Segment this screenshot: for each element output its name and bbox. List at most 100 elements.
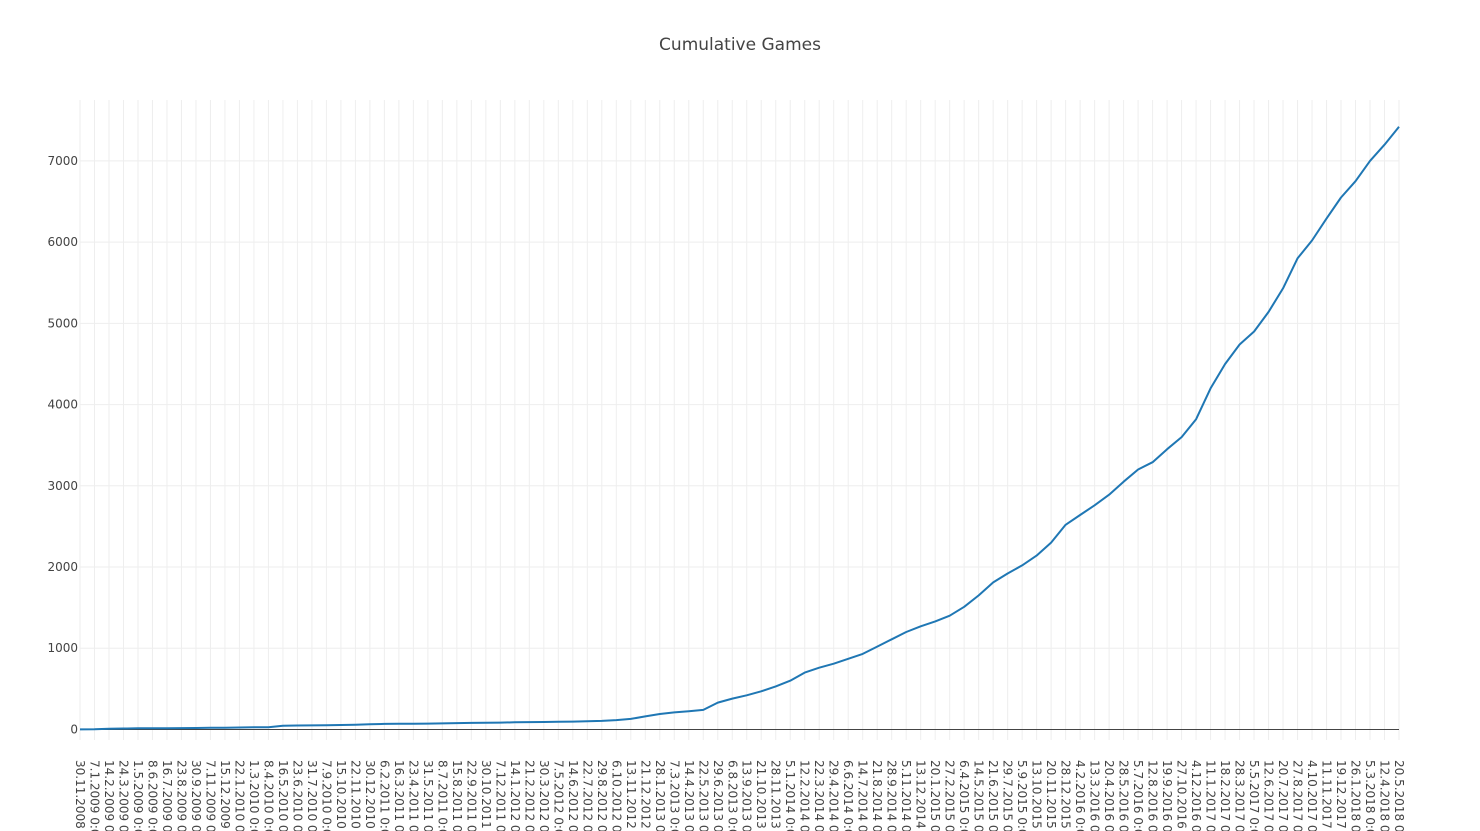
x-tick-label: 4.12.2016 0:00	[1189, 760, 1203, 831]
x-tick-label: 20.1.2015 0:00	[928, 760, 942, 831]
x-tick-label: 14.1.2012 0:00	[508, 760, 522, 831]
x-tick-label: 29.4.2014 0:00	[827, 760, 841, 831]
x-tick-label: 27.2.2015 0:00	[943, 760, 957, 831]
x-tick-label: 4.10.2017 0:00	[1305, 760, 1319, 831]
x-tick-label: 5.7.2016 0:00	[1131, 760, 1145, 831]
chart-title: Cumulative Games	[659, 35, 821, 55]
x-tick-label: 21.2.2012 0:00	[522, 760, 536, 831]
x-tick-label: 30.3.2012 0:00	[537, 760, 551, 831]
x-tick-label: 29.8.2012 0:00	[595, 760, 609, 831]
x-tick-label: 21.6.2015 0:00	[986, 760, 1000, 831]
x-tick-label: 30.12.2010 0:00	[363, 760, 377, 831]
series-line	[79, 126, 1400, 731]
x-tick-label: 22.1.2010 0:00	[232, 760, 246, 831]
x-tick-label: 6.6.2014 0:00	[841, 760, 855, 831]
x-tick-label: 23.8.2009 0:00	[174, 760, 188, 831]
y-tick-label: 3000	[47, 479, 78, 493]
x-tick-label: 14.5.2015 0:00	[972, 760, 986, 831]
x-tick-label: 11.11.2017 0:00	[1320, 760, 1334, 831]
x-tick-label: 7.9.2010 0:00	[319, 760, 333, 831]
x-tick-label: 13.11.2012 0:00	[624, 760, 638, 831]
x-tick-label: 18.2.2017 0:00	[1218, 760, 1232, 831]
x-tick-label: 8.6.2009 0:00	[145, 760, 159, 831]
x-tick-label: 22.11.2010 0:00	[348, 760, 362, 831]
x-tick-label: 19.12.2017 0:00	[1334, 760, 1348, 831]
x-tick-label: 13.10.2015 0:00	[1030, 760, 1044, 831]
x-tick-label: 22.9.2011 0:00	[464, 760, 478, 831]
x-tick-label: 7.11.2009 0:00	[203, 760, 217, 831]
x-tick-label: 8.4.2010 0:00	[261, 760, 275, 831]
y-tick-label: 4000	[47, 398, 78, 412]
x-tick-label: 7.5.2012 0:00	[551, 760, 565, 831]
x-tick-label: 20.7.2017 0:00	[1276, 760, 1290, 831]
x-tick-label: 12.8.2016 0:00	[1146, 760, 1160, 831]
x-tick-label: 12.4.2018 0:00	[1378, 760, 1392, 831]
x-tick-label: 31.5.2011 0:00	[421, 760, 435, 831]
x-tick-label: 30.10.2011 0:00	[479, 760, 493, 831]
x-grid-lines	[79, 100, 1400, 740]
x-tick-label: 14.4.2013 0:00	[682, 760, 696, 831]
x-tick-label: 19.9.2016 0:00	[1160, 760, 1174, 831]
y-tick-label: 5000	[47, 316, 78, 330]
x-tick-label: 22.3.2014 0:00	[812, 760, 826, 831]
x-tick-label: 4.2.2016 0:00	[1073, 760, 1087, 831]
x-tick-label: 6.10.2012 0:00	[609, 760, 623, 831]
x-tick-label: 20.5.2018 0:00	[1392, 760, 1406, 831]
y-tick-label: 6000	[47, 235, 78, 249]
x-tick-label: 5.1.2014 0:00	[783, 760, 797, 831]
x-tick-label: 15.8.2011 0:00	[450, 760, 464, 831]
x-tick-label: 16.5.2010 0:00	[276, 760, 290, 831]
x-tick-label: 20.4.2016 0:00	[1102, 760, 1116, 831]
x-tick-label: 21.8.2014 0:00	[870, 760, 884, 831]
x-tick-label: 27.10.2016 0:00	[1175, 760, 1189, 831]
y-tick-label: 2000	[47, 560, 78, 574]
x-tick-label: 14.6.2012 0:00	[566, 760, 580, 831]
x-tick-label: 23.6.2010 0:00	[290, 760, 304, 831]
x-tick-label: 20.11.2015 0:00	[1044, 760, 1058, 831]
x-tick-label: 21.12.2012 0:00	[638, 760, 652, 831]
x-tick-label: 15.10.2010 0:00	[334, 760, 348, 831]
x-tick-label: 22.5.2013 0:00	[696, 760, 710, 831]
y-tick-label: 0	[70, 722, 78, 736]
x-tick-label: 29.6.2013 0:00	[711, 760, 725, 831]
x-tick-label: 8.7.2011 0:00	[435, 760, 449, 831]
x-tick-label: 28.1.2013 0:00	[653, 760, 667, 831]
x-tick-label: 28.12.2015 0:00	[1059, 760, 1073, 831]
y-tick-label: 7000	[47, 154, 78, 168]
x-tick-label: 5.3.2018 0:00	[1363, 760, 1377, 831]
x-tick-label: 27.8.2017 0:00	[1291, 760, 1305, 831]
x-tick-label: 1.3.2010 0:00	[247, 760, 261, 831]
x-tick-label: 23.4.2011 0:00	[406, 760, 420, 831]
x-tick-label: 28.11.2013 0:00	[769, 760, 783, 831]
x-tick-label: 31.7.2010 0:00	[305, 760, 319, 831]
y-grid-lines	[80, 160, 1399, 649]
x-tick-label: 7.3.2013 0:00	[667, 760, 681, 831]
x-tick-label: 22.7.2012 0:00	[580, 760, 594, 831]
x-tick-label: 5.11.2014 0:00	[899, 760, 913, 831]
x-tick-label: 16.7.2009 0:00	[160, 760, 174, 831]
x-tick-label: 6.2.2011 0:00	[377, 760, 391, 831]
x-tick-label: 14.2.2009 0:00	[102, 760, 116, 831]
x-tick-label: 13.12.2014 0:00	[914, 760, 928, 831]
x-tick-label: 12.6.2017 0:00	[1262, 760, 1276, 831]
x-tick-label: 14.7.2014 0:00	[856, 760, 870, 831]
x-tick-label: 15.12.2009 0:00	[218, 760, 232, 831]
x-tick-label: 21.10.2013 0:00	[754, 760, 768, 831]
y-axis-tick-labels: 0 1000 2000 3000 4000 5000 6000 7000	[47, 154, 78, 737]
x-tick-label: 7.1.2009 0:00	[87, 760, 101, 831]
x-tick-label: 1.5.2009 0:00	[131, 760, 145, 831]
x-tick-label: 30.11.2008 0:00	[73, 760, 87, 831]
x-tick-label: 28.3.2017 0:00	[1233, 760, 1247, 831]
x-tick-label: 7.12.2011 0:00	[493, 760, 507, 831]
x-tick-label: 24.3.2009 0:00	[116, 760, 130, 831]
x-tick-label: 6.4.2015 0:00	[957, 760, 971, 831]
x-tick-label: 13.9.2013 0:00	[740, 760, 754, 831]
x-tick-label: 30.9.2009 0:00	[189, 760, 203, 831]
x-tick-label: 16.3.2011 0:00	[392, 760, 406, 831]
x-tick-label: 6.8.2013 0:00	[725, 760, 739, 831]
x-tick-label: 28.5.2016 0:00	[1117, 760, 1131, 831]
x-tick-label: 5.5.2017 0:00	[1247, 760, 1261, 831]
x-tick-label: 28.9.2014 0:00	[885, 760, 899, 831]
